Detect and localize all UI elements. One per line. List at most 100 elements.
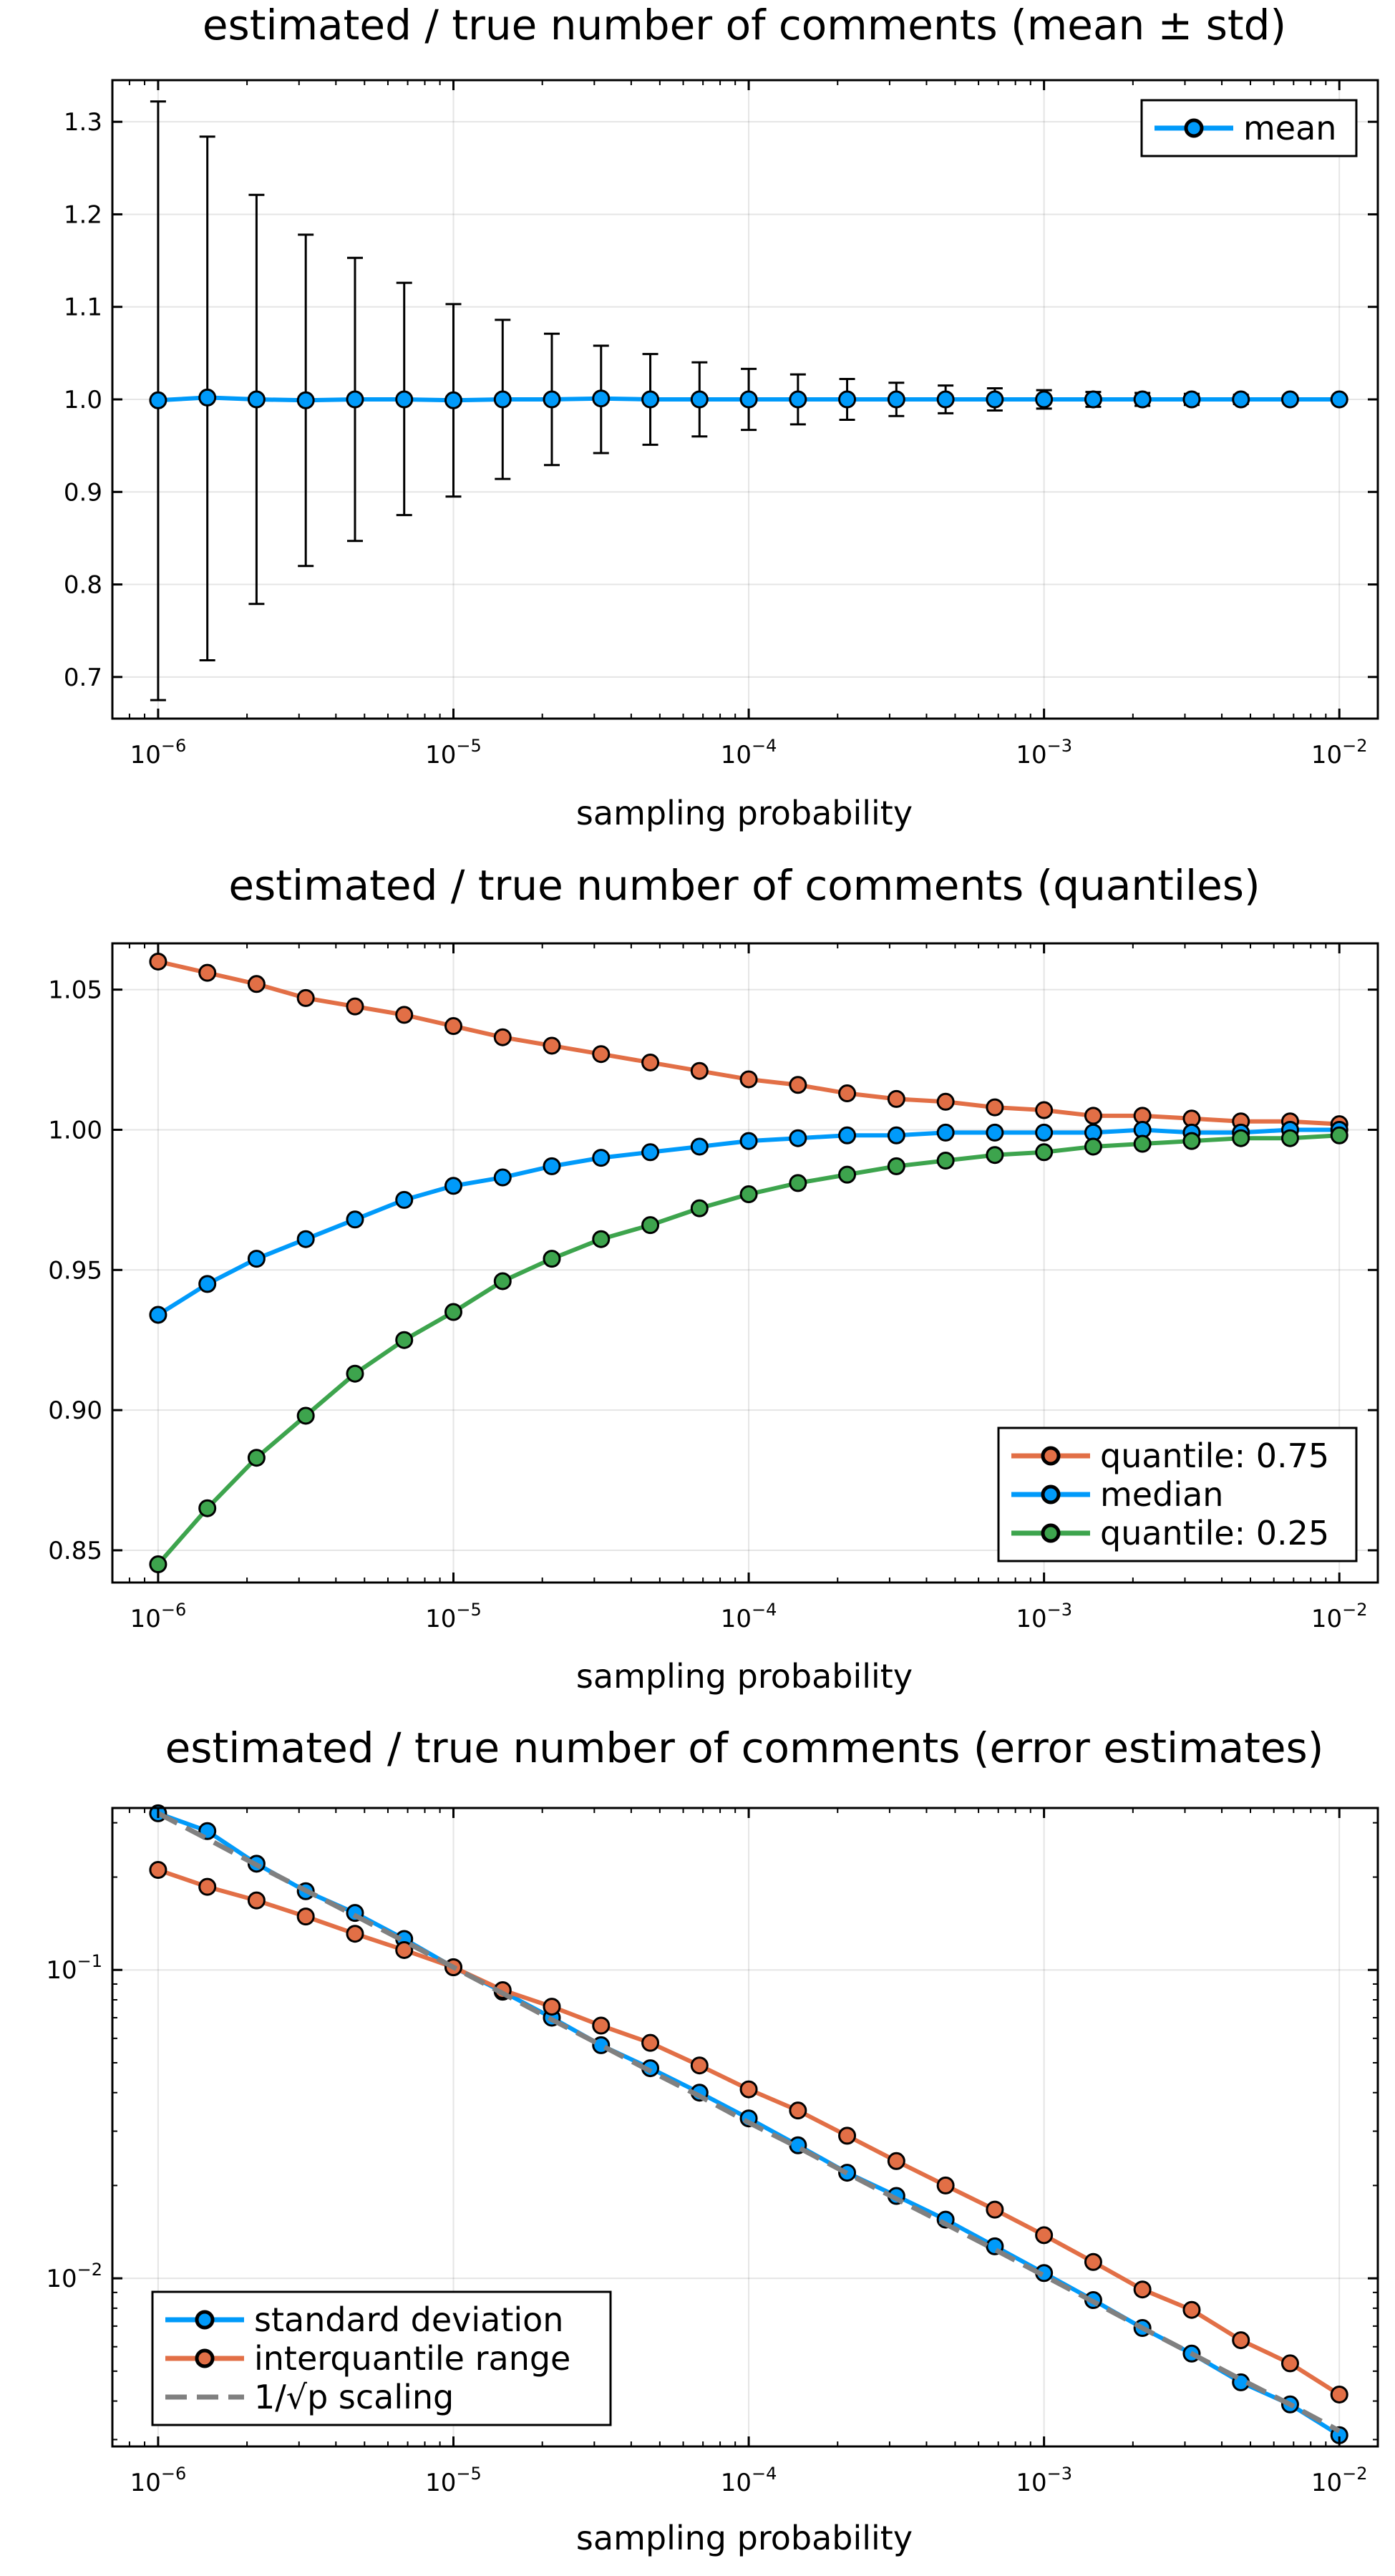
data-point: [789, 1174, 807, 1192]
data-point: [838, 1084, 857, 1103]
data-point: [592, 1149, 611, 1167]
data-point: [346, 1925, 364, 1943]
data-point: [493, 390, 512, 409]
y-tick-label: 10−1: [46, 1951, 102, 1985]
legend-item: standard deviation: [165, 2300, 563, 2339]
data-point: [493, 1272, 512, 1291]
data-point: [149, 1555, 167, 1574]
data-point: [444, 1017, 462, 1036]
legend-item: 1/√p scaling: [165, 2378, 454, 2416]
x-tick-label: 10−6: [130, 1600, 187, 1633]
y-tick-label: 1.3: [64, 108, 102, 137]
data-point: [690, 2056, 709, 2075]
data-point: [395, 1006, 414, 1024]
legend-label: quantile: 0.75: [1100, 1437, 1329, 1475]
chart-title: estimated / true number of comments (qua…: [228, 861, 1260, 910]
data-point: [346, 1364, 364, 1383]
y-tick-label: 0.90: [48, 1396, 102, 1425]
data-point: [1084, 390, 1102, 409]
data-point: [739, 2080, 758, 2099]
data-point: [395, 1190, 414, 1209]
data-point: [887, 1126, 905, 1144]
data-point: [690, 1137, 709, 1156]
data-point: [543, 1250, 561, 1268]
data-point: [444, 1177, 462, 1195]
data-point: [1035, 390, 1054, 409]
data-point: [936, 1152, 955, 1170]
data-point: [1330, 1126, 1348, 1144]
legend-label: mean: [1243, 109, 1336, 147]
data-point: [1084, 1137, 1102, 1156]
data-point: [247, 390, 266, 409]
data-point: [198, 1499, 217, 1517]
legend-marker: [195, 2310, 215, 2330]
data-point: [247, 1891, 266, 1910]
data-point: [296, 988, 315, 1007]
data-point: [641, 1216, 660, 1235]
data-point: [936, 390, 955, 409]
data-point: [1280, 2354, 1299, 2373]
legend-label: 1/√p scaling: [254, 2378, 454, 2416]
legend-label: standard deviation: [254, 2300, 563, 2339]
data-point: [493, 1168, 512, 1187]
legend-item: interquantile range: [165, 2339, 570, 2378]
data-point: [395, 390, 414, 409]
data-point: [444, 1303, 462, 1321]
data-point: [986, 1123, 1004, 1142]
data-point: [1182, 390, 1201, 409]
data-point: [887, 390, 905, 409]
legend-label: interquantile range: [254, 2339, 570, 2378]
data-point: [198, 1275, 217, 1293]
data-point: [887, 2152, 905, 2170]
x-tick-label: 10−2: [1311, 736, 1368, 769]
data-point: [789, 2101, 807, 2120]
x-tick-label: 10−3: [1016, 2464, 1072, 2497]
data-point: [543, 1036, 561, 1055]
panel-error-estimates: estimated / true number of comments (err…: [46, 1724, 1379, 2557]
data-point: [986, 1146, 1004, 1165]
data-point: [1084, 1107, 1102, 1125]
data-point: [592, 2016, 611, 2035]
y-tick-label: 0.85: [48, 1537, 102, 1565]
data-point: [296, 1406, 315, 1425]
panel-quantiles: estimated / true number of comments (qua…: [48, 861, 1379, 1696]
x-tick-label: 10−5: [425, 2464, 482, 2497]
data-point: [838, 1126, 857, 1144]
data-point: [296, 1230, 315, 1248]
legend: mean: [1140, 99, 1358, 157]
data-point: [1035, 1123, 1054, 1142]
legend-marker: [1041, 1523, 1061, 1543]
data-point: [936, 2176, 955, 2195]
data-point: [1280, 390, 1299, 409]
data-point: [543, 390, 561, 409]
x-axis-label: sampling probability: [576, 2519, 913, 2557]
data-point: [395, 1940, 414, 1959]
data-point: [986, 2200, 1004, 2219]
y-tick-label: 0.7: [64, 664, 102, 692]
data-point: [1232, 2331, 1250, 2350]
data-point: [641, 390, 660, 409]
legend-marker: [195, 2348, 215, 2368]
x-axis-label: sampling probability: [576, 794, 913, 832]
data-point: [1035, 1101, 1054, 1119]
data-point: [789, 390, 807, 409]
legend-label: quantile: 0.25: [1100, 1514, 1329, 1552]
data-point: [247, 975, 266, 993]
y-tick-label: 0.9: [64, 478, 102, 507]
y-tick-label: 1.05: [48, 976, 102, 1005]
legend-marker: [1041, 1446, 1061, 1466]
x-tick-label: 10−4: [721, 736, 777, 769]
data-point: [149, 1306, 167, 1324]
data-point: [838, 1165, 857, 1184]
data-point: [1330, 2385, 1348, 2404]
data-point: [1330, 390, 1348, 409]
data-point: [1182, 2300, 1201, 2319]
data-point: [986, 1098, 1004, 1117]
y-tick-label: 10−2: [46, 2260, 102, 2293]
data-point: [198, 1877, 217, 1896]
data-point: [247, 1449, 266, 1467]
x-axis-label: sampling probability: [576, 1657, 913, 1696]
